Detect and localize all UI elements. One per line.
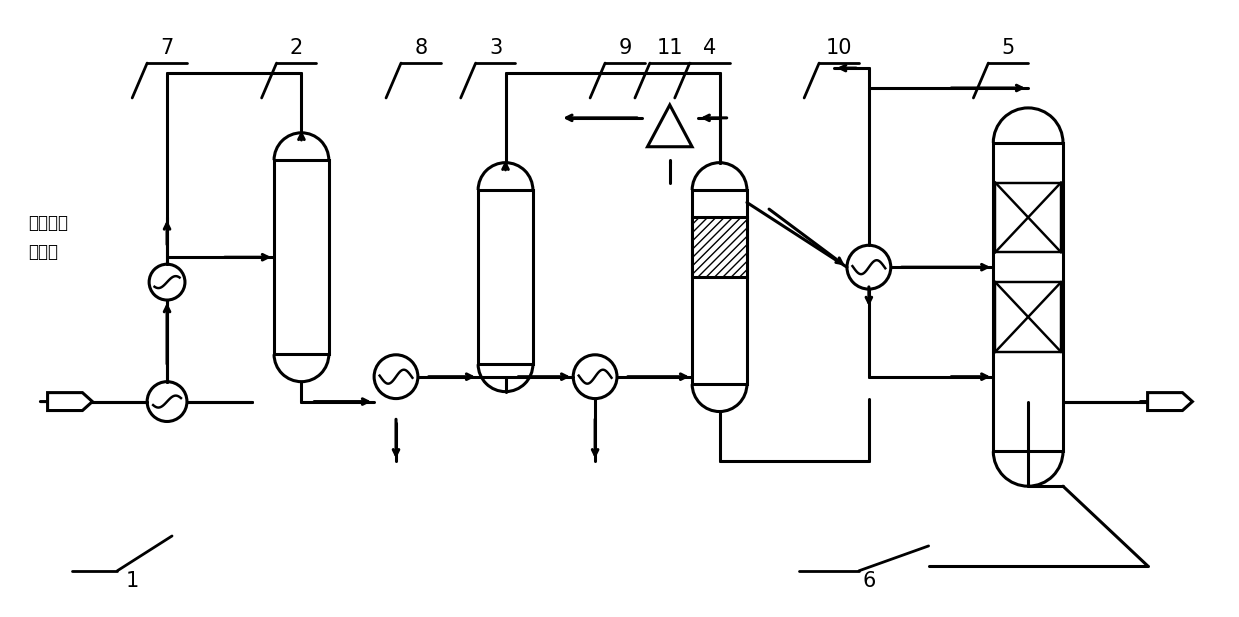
Text: 1: 1 [125,571,139,590]
Bar [693,190,747,384]
Text: 10: 10 [825,38,852,58]
Polygon shape [47,392,93,410]
Bar [995,282,1061,352]
Bar [274,160,328,354]
Text: 8: 8 [414,38,427,58]
Polygon shape [1147,392,1192,410]
Text: 己内酰胺
水溶液: 己内酰胺 水溶液 [27,213,68,261]
Text: 9: 9 [618,38,632,58]
Bar [478,190,533,364]
Text: 5: 5 [1001,38,1015,58]
Text: 3: 3 [489,38,502,58]
Text: 7: 7 [160,38,173,58]
Text: 6: 6 [862,571,876,590]
Text: 11: 11 [657,38,683,58]
Bar [693,217,747,277]
Bar [994,143,1063,452]
Text: 2: 2 [290,38,304,58]
Text: 4: 4 [703,38,716,58]
Bar [995,183,1061,252]
